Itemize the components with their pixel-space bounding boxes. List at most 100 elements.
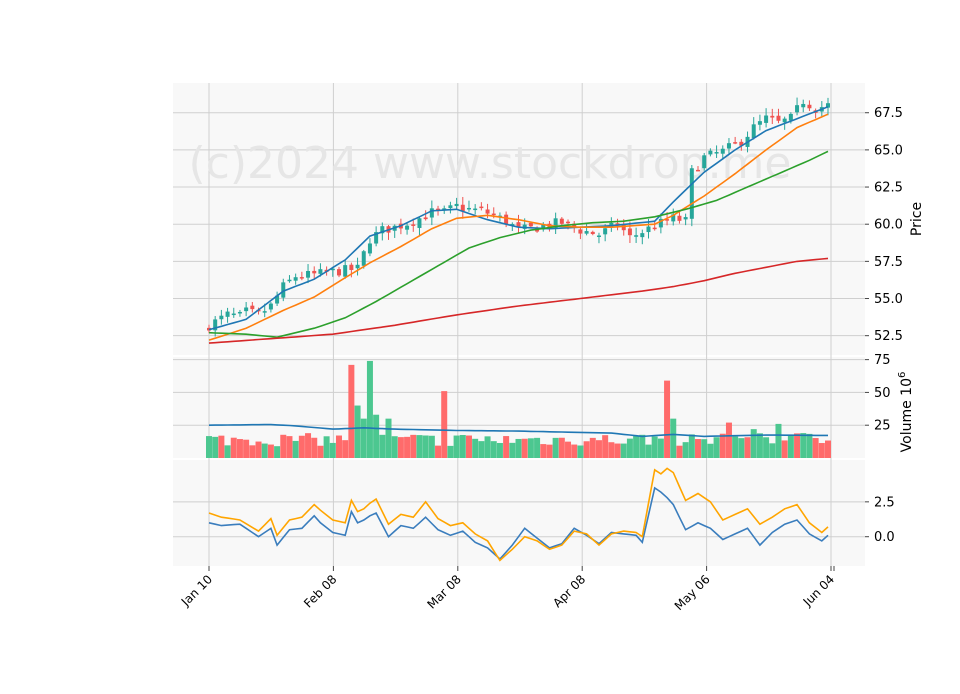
candle-body bbox=[343, 265, 348, 277]
volume-bar bbox=[496, 442, 503, 458]
volume-bar bbox=[781, 440, 788, 458]
candle-body bbox=[714, 152, 719, 154]
volume-bar bbox=[230, 437, 237, 458]
y-tick-label: 65.0 bbox=[874, 143, 903, 158]
candle-body bbox=[795, 105, 800, 113]
candle-body bbox=[646, 226, 651, 233]
volume-bar bbox=[354, 405, 361, 458]
volume-bar bbox=[583, 441, 590, 458]
grid-lines bbox=[173, 83, 865, 566]
volume-bar bbox=[800, 433, 807, 458]
volume-bar bbox=[701, 439, 708, 458]
candle-body bbox=[504, 214, 509, 225]
candle-body bbox=[417, 218, 422, 228]
y-tick-label: 57.5 bbox=[874, 255, 903, 270]
candle-body bbox=[826, 103, 830, 108]
volume-bar bbox=[750, 429, 757, 458]
volume-bar bbox=[775, 423, 782, 458]
candle-body bbox=[770, 115, 775, 118]
candle-body bbox=[367, 243, 372, 254]
volume-axis-label-exponent: 6 bbox=[897, 372, 908, 378]
candle-body bbox=[330, 268, 335, 271]
moving-average-line bbox=[208, 257, 829, 344]
volume-axis-label-text: Volume 106 bbox=[897, 372, 915, 453]
volume-bar bbox=[286, 436, 293, 458]
x-tick-label: May 06 bbox=[672, 572, 713, 613]
volume-bar bbox=[459, 435, 466, 458]
candle-body bbox=[275, 295, 280, 304]
candle-body bbox=[590, 231, 595, 235]
volume-bar bbox=[323, 436, 330, 458]
candle-body bbox=[442, 208, 447, 211]
volume-bar bbox=[218, 435, 225, 458]
volume-bar bbox=[267, 444, 274, 458]
candle-body bbox=[578, 229, 583, 234]
volume-bar bbox=[305, 433, 312, 458]
candle-body bbox=[336, 269, 341, 276]
volume-bar bbox=[274, 446, 281, 458]
volume-bar bbox=[391, 436, 398, 458]
candle-body bbox=[318, 269, 323, 274]
candle-body bbox=[733, 142, 738, 144]
volume-bar bbox=[725, 422, 732, 458]
candle-body bbox=[213, 319, 218, 331]
oscillator-lines bbox=[208, 467, 829, 562]
volume-bar bbox=[614, 443, 621, 458]
candle-body bbox=[609, 222, 614, 227]
price-axis-label: Price bbox=[909, 202, 925, 236]
volume-bar bbox=[825, 440, 831, 458]
volume-bar bbox=[410, 434, 417, 458]
oscillator-panel bbox=[173, 460, 865, 566]
candle-body bbox=[696, 169, 701, 172]
volume-bar bbox=[626, 438, 633, 458]
candle-body bbox=[528, 222, 533, 227]
volume-bar bbox=[212, 436, 219, 458]
candle-body bbox=[355, 264, 360, 269]
volume-bar bbox=[472, 438, 479, 458]
volume-bar bbox=[453, 435, 460, 458]
candle-body bbox=[621, 224, 626, 231]
candle-body bbox=[720, 148, 725, 154]
candle-body bbox=[411, 224, 416, 226]
volume-bar bbox=[534, 437, 541, 458]
volume-bar bbox=[385, 418, 392, 458]
volume-bar bbox=[280, 434, 287, 458]
candle-body bbox=[689, 168, 694, 219]
volume-bar bbox=[503, 436, 510, 458]
candle-body bbox=[429, 208, 434, 218]
volume-bar bbox=[366, 360, 373, 458]
volume-bar bbox=[478, 441, 485, 458]
volume-bar bbox=[682, 442, 689, 458]
candle-body bbox=[219, 315, 224, 320]
volume-bar bbox=[608, 442, 615, 458]
oscillator-line bbox=[208, 486, 829, 561]
candle-body bbox=[801, 103, 806, 108]
candle-body bbox=[708, 150, 713, 155]
volume-bar bbox=[422, 435, 429, 458]
candle-body bbox=[374, 232, 379, 244]
volume-bar bbox=[490, 441, 497, 458]
volume-bar bbox=[645, 444, 652, 458]
volume-bar bbox=[435, 445, 442, 458]
volume-bar bbox=[521, 438, 528, 458]
y-tick-label: 2.5 bbox=[874, 495, 895, 510]
volume-bar bbox=[695, 439, 702, 458]
candle-body bbox=[299, 277, 304, 279]
candle-body bbox=[491, 213, 496, 216]
candle-body bbox=[237, 311, 242, 314]
candle-body bbox=[293, 277, 298, 281]
candle-body bbox=[788, 113, 793, 121]
volume-bar bbox=[651, 436, 658, 458]
volume-bar bbox=[292, 440, 299, 458]
volume-bar bbox=[657, 438, 664, 458]
volume-bar bbox=[329, 442, 336, 458]
volume-bar bbox=[404, 436, 411, 458]
candle-body bbox=[665, 219, 670, 221]
candle-body bbox=[541, 224, 546, 230]
volume-bar bbox=[447, 445, 454, 458]
volume-bar bbox=[255, 441, 262, 458]
volume-bar bbox=[416, 435, 423, 458]
moving-average-line bbox=[208, 106, 829, 331]
candle-body bbox=[739, 141, 744, 146]
